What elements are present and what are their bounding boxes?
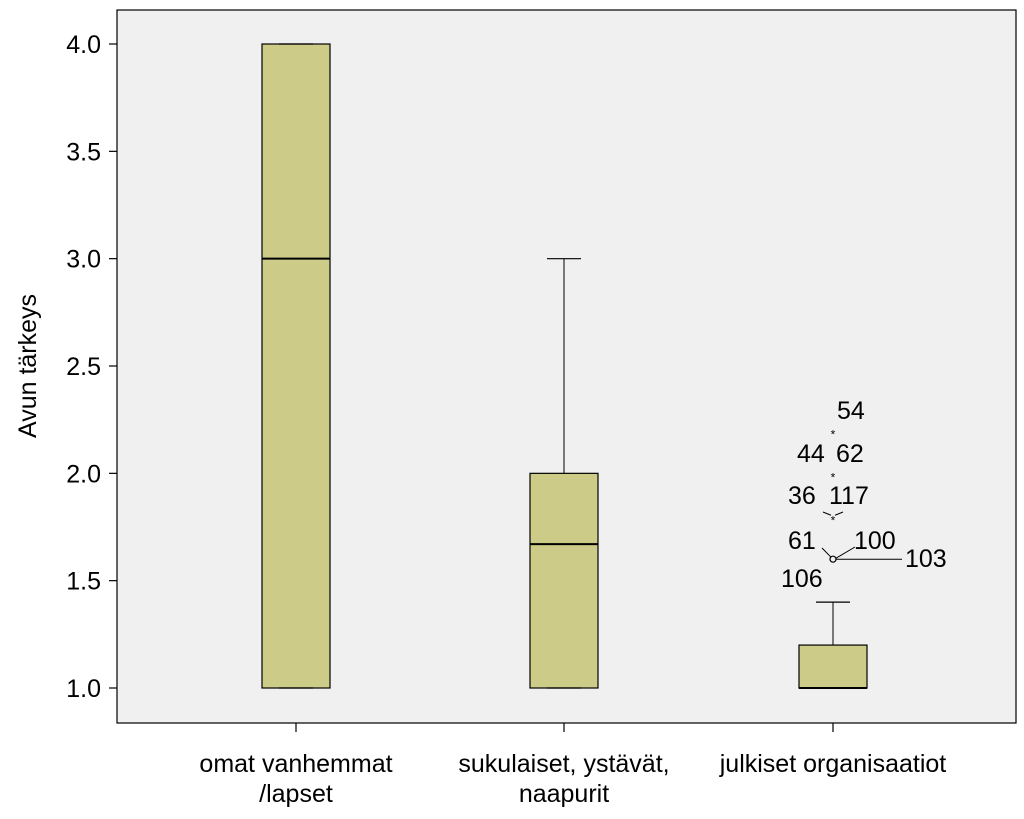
y-tick-label: 2.0 [66, 460, 101, 488]
y-tick-label: 2.5 [66, 353, 101, 381]
y-tick-label: 4.0 [66, 31, 101, 59]
outlier-label: 103 [905, 545, 947, 573]
outlier-leader [822, 511, 832, 516]
boxes [261, 43, 868, 689]
box [529, 472, 599, 689]
outlier-label: 54 [837, 397, 865, 425]
outlier-label: 106 [781, 565, 823, 593]
y-axis-title: Avun tärkeys [14, 294, 42, 438]
y-tick-label: 1.5 [66, 568, 101, 596]
outlier-label: 61 [788, 527, 816, 555]
outlier-label: 62 [836, 440, 864, 468]
x-axis: omat vanhemmat/lapset sukulaiset, ystävät… [199, 723, 946, 808]
y-tick-label: 1.0 [66, 675, 101, 703]
y-axis: 1.0 1.5 2.0 2.5 3.0 3.5 4.0 [66, 31, 117, 703]
x-tick-label: julkiset organisaatiot [719, 750, 947, 778]
box [798, 644, 868, 689]
outlier-label: 36 [788, 482, 816, 510]
x-tick-label: sukulaiset, ystävät, [458, 750, 669, 778]
y-tick-label: 3.0 [66, 246, 101, 274]
outlier-leader [821, 547, 832, 558]
x-tick-label: naapurit [519, 780, 609, 808]
outlier-leader [834, 511, 844, 516]
outlier-label: 117 [829, 482, 869, 510]
x-tick-label: omat vanhemmat [199, 750, 392, 778]
outlier-marker: * [831, 427, 836, 441]
x-tick-label: /lapset [259, 780, 333, 808]
outlier-label: 44 [797, 440, 825, 468]
outlier-leader [835, 546, 856, 559]
outlier-marker: * [831, 513, 836, 527]
outlier-label: 100 [854, 527, 896, 555]
outlier-marker: * [831, 470, 836, 484]
box [261, 43, 331, 689]
y-tick-label: 3.5 [66, 138, 101, 166]
